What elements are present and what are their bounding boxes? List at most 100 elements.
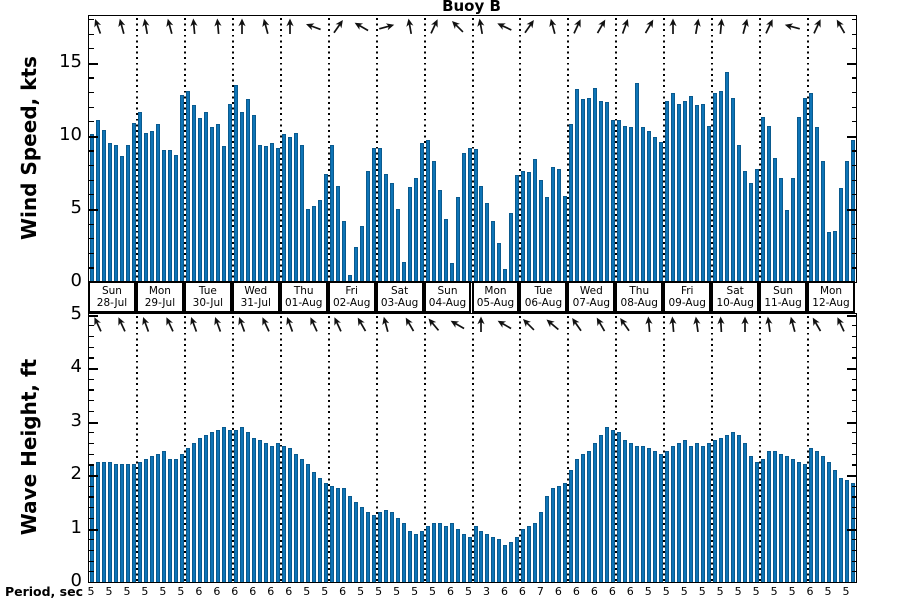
- day-date: 01-Aug: [285, 297, 323, 309]
- y-tick: [89, 560, 94, 562]
- day-boundary-line: [183, 316, 186, 581]
- day-date: 29-Jul: [144, 297, 176, 309]
- wave-bar: [281, 445, 286, 582]
- wave-direction-arrow-icon: [616, 316, 634, 334]
- wind-bar: [419, 143, 424, 282]
- wind-bar: [719, 90, 724, 282]
- wave-direction-arrow-icon: [161, 316, 179, 334]
- wave-direction-arrow-icon: [449, 316, 467, 334]
- wave-bar: [215, 429, 220, 582]
- wind-bar: [539, 179, 544, 282]
- wind-y-tick-label: 5: [70, 196, 82, 218]
- day-box: Sun 04-Aug: [423, 281, 472, 313]
- wind-bar: [317, 200, 322, 282]
- wind-direction-arrow-icon: [640, 18, 658, 36]
- day-box: Thu 01-Aug: [279, 281, 328, 313]
- wind-direction-arrow-icon: [257, 18, 275, 36]
- wind-direction-arrow-icon: [688, 18, 706, 36]
- wind-direction-arrow-icon: [113, 18, 131, 36]
- wind-bar: [701, 103, 706, 282]
- day-date: 11-Aug: [764, 297, 802, 309]
- wind-bar: [749, 182, 754, 282]
- wind-bar: [119, 156, 124, 282]
- day-box: Sun 11-Aug: [759, 281, 808, 313]
- period-value: 5: [842, 585, 850, 598]
- wind-bar: [485, 203, 490, 282]
- wind-bar: [725, 71, 730, 282]
- wind-bar: [341, 220, 346, 282]
- y-tick: [89, 389, 94, 391]
- y-tick: [851, 464, 856, 466]
- wave-direction-arrow-icon: [712, 316, 730, 334]
- period-value: 5: [788, 585, 796, 598]
- day-boundary-line: [471, 316, 474, 581]
- wave-direction-arrow-icon: [233, 316, 251, 334]
- wave-bar: [737, 434, 742, 582]
- wind-bar: [557, 169, 562, 282]
- wind-bar: [251, 115, 256, 282]
- wind-bar: [755, 169, 760, 282]
- wind-bar: [101, 130, 106, 282]
- day-boundary-line: [375, 18, 378, 281]
- wind-direction-arrow-icon: [520, 18, 538, 36]
- wave-bar: [299, 458, 304, 582]
- wind-bar: [431, 160, 436, 282]
- wind-bar: [629, 127, 634, 282]
- wind-bar: [647, 131, 652, 282]
- wind-bar: [575, 89, 580, 282]
- y-tick: [89, 421, 98, 424]
- wave-bar: [467, 536, 472, 582]
- day-date: 06-Aug: [524, 297, 563, 309]
- wind-bar: [407, 187, 412, 282]
- wave-direction-arrow-icon: [401, 316, 419, 334]
- period-value: 6: [267, 585, 275, 598]
- day-boundary-line: [759, 316, 762, 581]
- wave-direction-arrow-icon: [832, 316, 850, 334]
- wind-bar: [443, 219, 448, 282]
- day-boundary-line: [135, 316, 138, 581]
- wave-bar: [353, 501, 358, 582]
- period-value: 5: [141, 585, 149, 598]
- wind-bar: [497, 242, 502, 282]
- wind-bar: [257, 144, 262, 282]
- y-tick: [851, 357, 856, 359]
- wave-bar: [719, 437, 724, 582]
- y-tick: [89, 517, 94, 519]
- y-tick: [851, 346, 856, 348]
- y-tick: [89, 121, 94, 123]
- day-weekday: Sat: [726, 284, 744, 297]
- wave-bar: [137, 461, 142, 582]
- y-tick: [851, 223, 856, 225]
- wind-bar: [125, 144, 130, 282]
- wind-bar: [281, 134, 286, 282]
- wave-bar: [749, 456, 754, 582]
- wind-bar: [515, 175, 520, 282]
- wind-bar: [809, 93, 814, 282]
- y-tick: [851, 560, 856, 562]
- wave-bar: [233, 429, 238, 582]
- day-boundary-line: [327, 316, 330, 581]
- wave-bar: [90, 464, 94, 582]
- y-tick: [851, 442, 856, 445]
- y-tick: [851, 121, 856, 123]
- wave-direction-arrow-icon: [736, 316, 754, 334]
- wave-bar: [389, 512, 394, 582]
- wave-bar: [125, 464, 130, 582]
- y-tick: [847, 475, 856, 477]
- y-tick: [89, 528, 98, 531]
- period-value: 6: [554, 585, 562, 598]
- wave-bar: [713, 440, 718, 582]
- wind-bar: [803, 97, 808, 282]
- wind-bar: [263, 146, 268, 282]
- wind-bar: [185, 90, 190, 282]
- period-value: 5: [698, 585, 706, 598]
- wave-bar: [149, 456, 154, 582]
- wave-bar: [803, 464, 808, 582]
- y-tick: [89, 539, 94, 541]
- day-boundary-line: [279, 18, 282, 281]
- wind-bar: [635, 83, 640, 282]
- wind-direction-arrow-icon: [281, 18, 299, 36]
- wave-bar: [581, 453, 586, 582]
- wind-bar: [503, 268, 508, 282]
- wind-bar: [371, 147, 376, 282]
